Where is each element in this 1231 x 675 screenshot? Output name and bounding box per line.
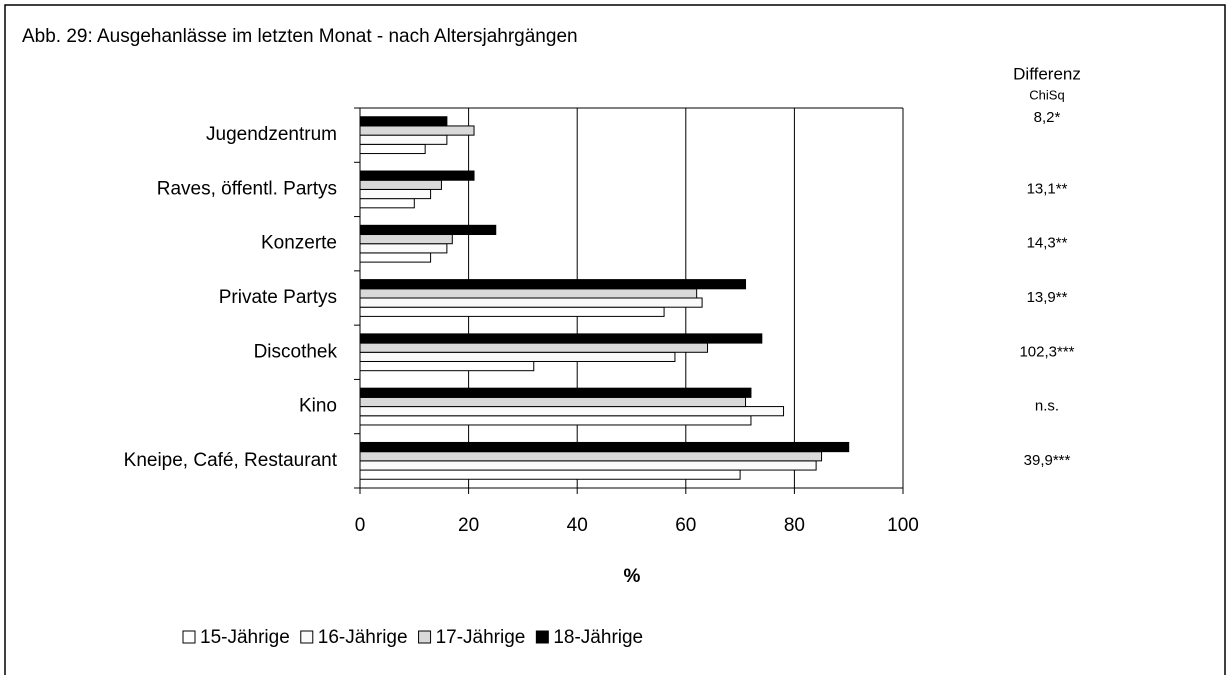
bar [359,279,747,290]
y-tick-label: Discothek [254,341,338,362]
bar [359,134,448,145]
y-tick-label: Konzerte [261,233,337,254]
bar [359,288,698,299]
bar [359,170,475,181]
x-tick-label: 40 [567,515,588,536]
legend-swatch [535,630,549,644]
x-tick-label: 20 [458,515,479,536]
y-tick-label: Raves, öffentl. Partys [157,178,337,199]
x-tick-label: 60 [675,515,696,536]
x-tick-label: 100 [887,515,919,536]
stat-label: 13,9** [1027,289,1068,306]
x-tick-label: 0 [355,515,366,536]
y-tick-label: Kino [299,396,337,417]
bar [359,351,676,362]
bar [359,224,497,236]
bar [359,469,741,480]
bar [359,415,752,426]
legend-label: 18-Jährige [553,627,643,648]
bar [359,396,747,408]
bar [359,460,817,471]
bar [359,406,785,417]
stat-label: n.s. [1035,398,1059,415]
legend-swatch [418,630,432,644]
y-tick-label: Private Partys [219,287,337,308]
bar [359,143,426,155]
bar [359,441,850,453]
legend-swatch [300,630,314,644]
bar [359,297,703,308]
stat-subheader: ChiSq [1029,87,1064,102]
bar [359,387,752,398]
bar [359,243,448,254]
stat-label: 102,3*** [1019,343,1074,360]
stat-label: 8,2* [1034,109,1061,126]
bar [359,342,709,353]
stat-label: 14,3** [1027,235,1068,252]
legend-swatch [182,630,196,644]
stat-header: Differenz [1013,64,1081,83]
stat-label: 13,1** [1027,180,1068,197]
bar [359,125,475,136]
bar [359,116,448,127]
bar [359,360,535,372]
legend-label: 15-Jährige [200,627,290,648]
bar [359,252,432,263]
bar [359,306,665,317]
stat-label: 39,9*** [1024,452,1071,469]
bar [359,451,823,462]
y-tick-label: Kneipe, Café, Restaurant [124,450,338,471]
legend-label: 17-Jährige [436,627,526,648]
bar [359,234,453,245]
bar [359,188,432,200]
bar [359,198,415,209]
bar [359,179,442,190]
legend-label: 16-Jährige [318,627,408,648]
bar [359,333,763,344]
x-axis-label: % [624,566,641,587]
y-tick-label: Jugendzentrum [206,124,337,145]
x-tick-label: 80 [784,515,805,536]
chart-title: Abb. 29: Ausgehanlässe im letzten Monat … [22,26,578,47]
